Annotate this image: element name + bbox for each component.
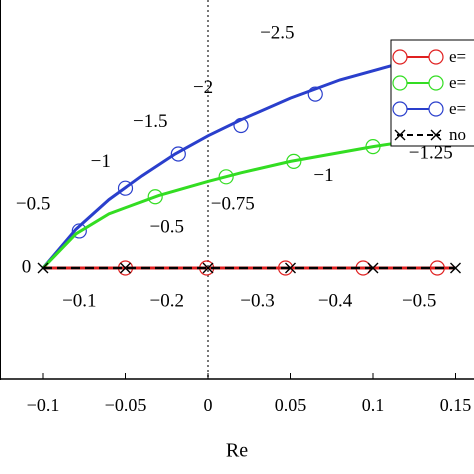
legend-item-0: e= xyxy=(392,47,466,66)
x-tick-label-4: 0.1 xyxy=(362,395,385,415)
annotation-label-9: −1.25 xyxy=(409,142,453,163)
annotation-label-13: −0.4 xyxy=(318,291,353,312)
annotation-label-3: −1.5 xyxy=(133,111,167,132)
series-2-marker-2 xyxy=(170,146,186,162)
legend-item-3-marker-1 xyxy=(430,129,442,141)
legend-item-0-marker-1 xyxy=(428,49,444,65)
annotation-label-1: −0.5 xyxy=(16,194,50,215)
annotation-label-14: −0.5 xyxy=(402,291,436,312)
legend-item-3-label: no xyxy=(449,125,466,144)
series-2-line xyxy=(41,54,432,269)
series-1 xyxy=(41,136,432,270)
annotation-label-12: −0.3 xyxy=(240,291,274,312)
legend-item-1-marker-1 xyxy=(428,75,444,91)
annotation-label-8: −1 xyxy=(313,165,333,186)
series-2-marker-3 xyxy=(233,117,249,134)
x-axis-ticks: −0.1 −0.05 0 0.05 0.1 0.15 xyxy=(27,373,472,415)
series-3-marker-3 xyxy=(285,262,296,274)
legend-item-2-label: e= xyxy=(449,99,466,118)
series-1-line xyxy=(41,136,432,270)
series-layer xyxy=(37,54,461,276)
annotation-layer: 0 −0.5 −1 −1.5 −2 −2.5 −0.5 −0.75 −1 −1.25 −0.1 −0.… xyxy=(16,23,453,312)
series-3-marker-5 xyxy=(450,262,461,274)
series-3-marker-0 xyxy=(37,262,49,274)
series-0-marker-4 xyxy=(429,260,445,276)
legend-item-2-marker-1 xyxy=(428,101,444,117)
series-2-marker-4 xyxy=(307,86,323,102)
legend-item-0-marker-0 xyxy=(392,49,408,65)
x-tick-label-1: −0.05 xyxy=(105,395,147,415)
series-3-marker-2 xyxy=(202,262,214,274)
annotation-label-0: 0 xyxy=(22,256,32,277)
x-tick-label-3: 0.05 xyxy=(275,395,307,415)
series-3 xyxy=(37,262,461,274)
series-3-marker-1 xyxy=(120,262,131,274)
plot-area xyxy=(0,0,474,380)
annotation-label-11: −0.2 xyxy=(150,291,184,312)
series-1-marker-3 xyxy=(365,138,381,155)
legend-item-2-marker-0 xyxy=(392,101,408,117)
x-axis-label: Re xyxy=(226,440,248,462)
annotation-label-5: −2.5 xyxy=(260,23,294,44)
legend-item-1-label: e= xyxy=(449,73,466,92)
x-tick-label-5: 0.15 xyxy=(440,395,472,415)
series-3-marker-4 xyxy=(367,262,379,274)
legend-item-1-marker-0 xyxy=(392,75,408,91)
series-2-marker-0 xyxy=(71,223,87,239)
x-tick-label-0: −0.1 xyxy=(27,395,60,415)
legend-item-1: e= xyxy=(392,73,466,92)
annotation-label-6: −0.5 xyxy=(150,216,184,237)
legend: e= e= e= no xyxy=(390,39,474,147)
annotation-label-2: −1 xyxy=(91,151,111,172)
legend-item-0-label: e= xyxy=(449,47,466,66)
legend-item-3: no xyxy=(394,125,466,144)
series-2 xyxy=(41,54,432,269)
annotation-label-4: −2 xyxy=(193,77,213,98)
annotation-label-10: −0.1 xyxy=(62,291,96,312)
x-tick-label-2: 0 xyxy=(204,395,213,415)
legend-item-2: e= xyxy=(392,99,466,118)
series-1-marker-0 xyxy=(147,189,163,205)
series-0-marker-2 xyxy=(277,260,294,276)
annotation-label-7: −0.75 xyxy=(211,194,255,215)
series-1-marker-2 xyxy=(286,153,302,170)
series-1-marker-1 xyxy=(218,169,234,185)
series-2-marker-1 xyxy=(117,180,134,196)
legend-item-3-marker-0 xyxy=(394,129,406,141)
